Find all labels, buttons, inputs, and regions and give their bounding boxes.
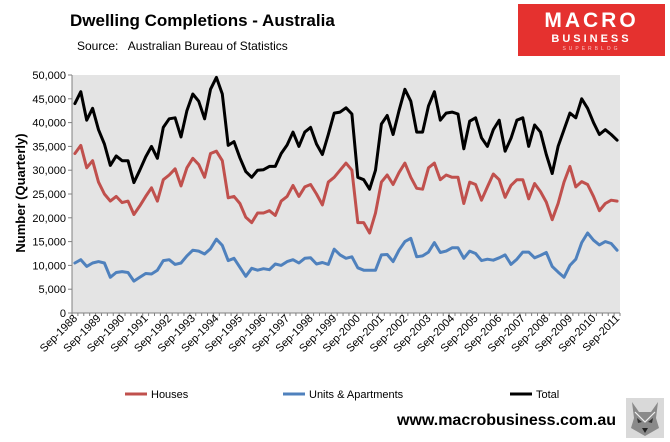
- series-line-total: [73, 75, 619, 191]
- y-tick-label: 20,000: [32, 213, 66, 225]
- wolf-logo-icon: [626, 398, 664, 438]
- y-axis-label: Number (Quarterly): [13, 133, 28, 252]
- macrobusiness-logo[interactable]: MACRO BUSINESS SUPERBLOG: [518, 4, 665, 56]
- series-lines: [73, 75, 619, 283]
- website-url[interactable]: www.macrobusiness.com.au: [397, 412, 617, 429]
- series-line-units-apartments: [73, 231, 619, 283]
- y-tick-label: 50,000: [32, 70, 66, 82]
- source-name: Australian Bureau of Statistics: [127, 39, 288, 53]
- y-tick-label: 5,000: [38, 284, 66, 296]
- source-line: Source: Australian Bureau of Statistics: [77, 39, 288, 53]
- source-label: Source:: [77, 39, 119, 53]
- logo-line-macro: MACRO: [544, 9, 639, 32]
- logo-line-superblog: SUPERBLOG: [562, 46, 621, 52]
- y-axis: 0 5,000 10,000 15,000 20,000 25,000 30,000 35,0…: [32, 70, 73, 320]
- y-tick-label: 15,000: [32, 237, 66, 249]
- chart-title: Dwelling Completions - Australia: [70, 11, 335, 30]
- x-axis: Sep-1988Sep-1989Sep-1990Sep-1991Sep-1992…: [38, 312, 622, 355]
- y-tick-label: 45,000: [32, 94, 66, 106]
- legend-label: Units & Apartments: [309, 389, 404, 401]
- y-tick-label: 10,000: [32, 260, 66, 272]
- y-tick-label: 35,000: [32, 141, 66, 153]
- y-tick-label: 25,000: [32, 189, 66, 201]
- y-tick-label: 40,000: [32, 118, 66, 130]
- legend-label: Houses: [151, 389, 189, 401]
- logo-line-business: BUSINESS: [551, 33, 632, 45]
- legend-label: Total: [536, 389, 559, 401]
- series-line-houses: [73, 143, 619, 235]
- y-tick-label: 0: [60, 308, 66, 320]
- y-tick-label: 30,000: [32, 165, 66, 177]
- legend: Houses Units & Apartments Total: [125, 389, 559, 401]
